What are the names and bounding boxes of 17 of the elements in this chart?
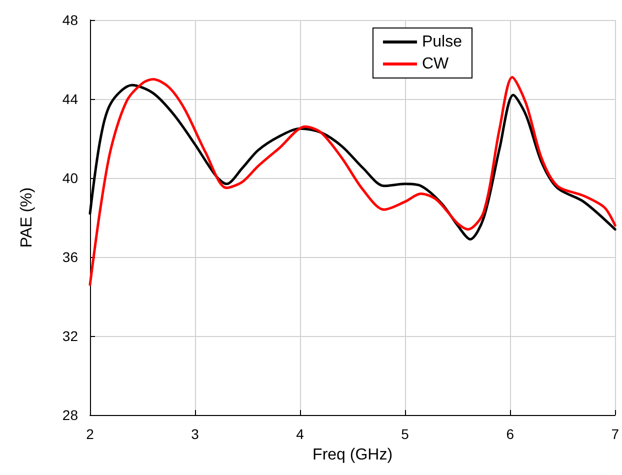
- line-series: [88, 76, 616, 286]
- y-tick-label: 36: [62, 249, 78, 265]
- y-tick-label: 32: [62, 328, 78, 344]
- x-axis-title: Freq (GHz): [312, 446, 393, 464]
- y-axis-title: PAE (%): [18, 187, 36, 248]
- x-tick-label: 6: [506, 426, 514, 442]
- x-tick-label: 2: [86, 426, 94, 442]
- x-tick-label: 5: [401, 426, 410, 442]
- y-tick-label: 44: [62, 91, 78, 107]
- x-tick-label: 7: [611, 426, 620, 442]
- legend-label: CW: [422, 56, 450, 72]
- y-tick-label: 48: [62, 12, 78, 28]
- x-tick-label: 4: [296, 426, 304, 442]
- y-tick-label: 40: [62, 170, 78, 186]
- legend-label: Pulse: [422, 34, 462, 50]
- y-tick-label: 28: [62, 407, 78, 423]
- x-tick-label: 3: [191, 426, 200, 442]
